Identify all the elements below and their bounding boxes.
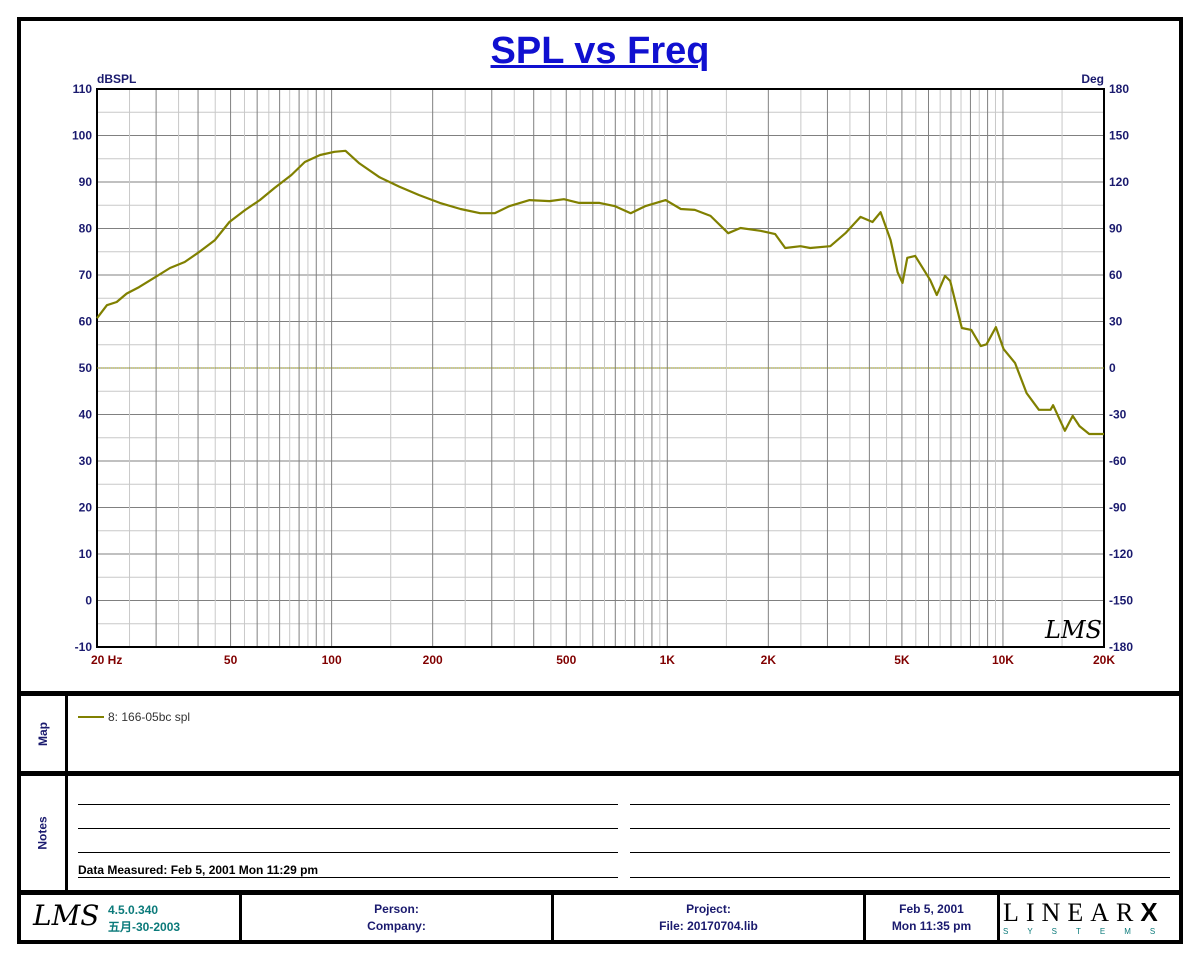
y2-tick-label: 180 xyxy=(1109,82,1129,96)
version-info: 4.5.0.340 五月-30-2003 xyxy=(108,903,181,934)
project-cell: Project: File: 20170704.lib xyxy=(659,902,758,933)
lms-logo: LMS xyxy=(33,899,100,932)
y-tick-label: 40 xyxy=(79,408,93,422)
spl-curve xyxy=(96,149,1104,436)
divider xyxy=(863,895,866,940)
y-tick-label: 70 xyxy=(79,268,93,282)
divider xyxy=(65,696,68,890)
x-tick-label: 200 xyxy=(423,653,443,667)
x-tick-label: 1K xyxy=(660,653,676,667)
y-tick-label: 10 xyxy=(79,547,93,561)
y2-tick-label: 30 xyxy=(1109,315,1123,329)
x-tick-label: 20 Hz xyxy=(91,653,122,667)
divider xyxy=(239,895,242,940)
x-tick-label: 100 xyxy=(322,653,342,667)
divider xyxy=(551,895,554,940)
y2-tick-label: 150 xyxy=(1109,129,1129,143)
y-tick-label: 110 xyxy=(73,82,93,96)
map-section-label: Map xyxy=(36,721,50,746)
y-tick-label: 100 xyxy=(72,129,92,143)
divider xyxy=(17,890,1183,895)
x-tick-label: 10K xyxy=(992,653,1014,667)
y2-tick-label: -60 xyxy=(1109,454,1127,468)
y-tick-label: 20 xyxy=(79,501,93,515)
y2-tick-label: 90 xyxy=(1109,222,1123,236)
y-tick-label: 60 xyxy=(79,315,93,329)
x-tick-label: 2K xyxy=(761,653,777,667)
x-tick-label: 20K xyxy=(1093,653,1115,667)
y-tick-label: 30 xyxy=(79,454,93,468)
notes-line xyxy=(78,852,618,853)
notes-line xyxy=(630,828,1170,829)
notes-line xyxy=(630,804,1170,805)
person-cell: Person: Company: xyxy=(367,902,426,933)
notes-line xyxy=(78,828,618,829)
x-tick-label: 5K xyxy=(894,653,910,667)
y-tick-label: 50 xyxy=(79,361,93,375)
notes-section-label: Notes xyxy=(36,816,50,850)
divider xyxy=(997,895,1000,940)
chart-title: SPL vs Freq xyxy=(490,30,710,72)
notes-line xyxy=(630,852,1170,853)
notes-line xyxy=(630,877,1170,878)
y2-tick-label: -90 xyxy=(1109,501,1127,515)
data-measured: Data Measured: Feb 5, 2001 Mon 11:29 pm xyxy=(78,863,319,877)
spl-chart: 1101009080706050403020100-10180150120906… xyxy=(72,72,1133,667)
y-axis-label: dBSPL xyxy=(97,72,136,86)
divider xyxy=(17,771,1183,776)
lms-watermark: LMS xyxy=(1044,616,1102,644)
legend-item: 8: 166-05bc spl xyxy=(78,710,190,724)
legend-swatch xyxy=(78,716,104,718)
linearx-logo: LINEARX SYSTEMS xyxy=(1003,897,1175,936)
y2-tick-label: -150 xyxy=(1109,594,1133,608)
y2-tick-label: -120 xyxy=(1109,547,1133,561)
y2-axis-label: Deg xyxy=(1081,72,1104,86)
y2-tick-label: 60 xyxy=(1109,268,1123,282)
notes-line xyxy=(78,877,618,878)
y2-tick-label: -30 xyxy=(1109,408,1127,422)
y-tick-label: 90 xyxy=(79,175,93,189)
y2-tick-label: -180 xyxy=(1109,640,1133,654)
y2-tick-label: 0 xyxy=(1109,361,1116,375)
y-tick-label: -10 xyxy=(75,640,93,654)
x-tick-label: 50 xyxy=(224,653,238,667)
y2-tick-label: 120 xyxy=(1109,175,1129,189)
y-tick-label: 0 xyxy=(85,594,92,608)
x-tick-label: 500 xyxy=(556,653,576,667)
y-tick-label: 80 xyxy=(79,222,93,236)
divider xyxy=(17,691,1183,696)
report-frame xyxy=(17,17,1183,944)
date-cell: Feb 5, 2001 Mon 11:35 pm xyxy=(891,902,972,933)
notes-line xyxy=(78,804,618,805)
